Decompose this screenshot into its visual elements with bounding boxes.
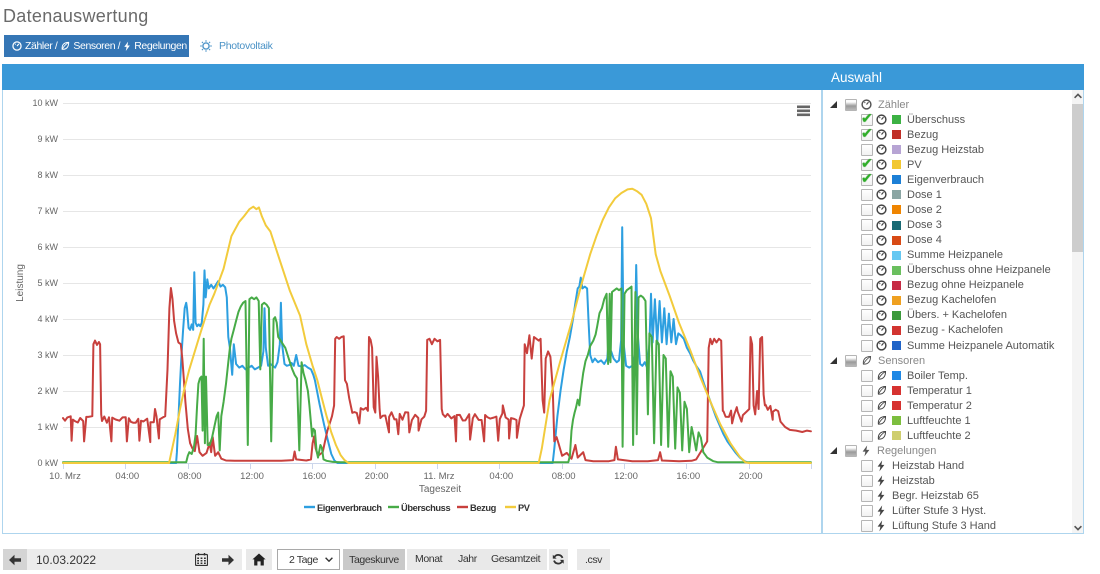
svg-text:Eigenverbrauch: Eigenverbrauch <box>317 503 382 513</box>
svg-text:20:00: 20:00 <box>365 471 389 482</box>
svg-text:11. Mrz: 11. Mrz <box>424 471 455 482</box>
svg-text:04:00: 04:00 <box>489 471 513 482</box>
svg-text:Leistung: Leistung <box>15 264 26 302</box>
svg-text:Überschuss: Überschuss <box>401 503 450 513</box>
svg-text:16:00: 16:00 <box>302 471 326 482</box>
svg-text:10 kW: 10 kW <box>32 98 58 108</box>
svg-text:08:00: 08:00 <box>552 471 576 482</box>
svg-text:7 kW: 7 kW <box>37 206 58 216</box>
svg-text:16:00: 16:00 <box>676 471 700 482</box>
svg-text:04:00: 04:00 <box>115 471 139 482</box>
svg-text:3 kW: 3 kW <box>37 350 58 360</box>
svg-text:9 kW: 9 kW <box>37 134 58 144</box>
svg-text:0 kW: 0 kW <box>37 458 58 468</box>
svg-text:1 kW: 1 kW <box>37 422 58 432</box>
svg-text:Bezug: Bezug <box>470 503 497 513</box>
svg-text:08:00: 08:00 <box>178 471 202 482</box>
svg-text:6 kW: 6 kW <box>37 242 58 252</box>
svg-text:12:00: 12:00 <box>240 471 264 482</box>
svg-text:4 kW: 4 kW <box>37 314 58 324</box>
svg-text:2 kW: 2 kW <box>37 386 58 396</box>
svg-text:8 kW: 8 kW <box>37 170 58 180</box>
svg-text:12:00: 12:00 <box>614 471 638 482</box>
svg-text:10. Mrz: 10. Mrz <box>49 471 81 482</box>
svg-text:5 kW: 5 kW <box>37 278 58 288</box>
svg-text:20:00: 20:00 <box>739 471 763 482</box>
svg-text:Tageszeit: Tageszeit <box>419 484 461 495</box>
svg-text:PV: PV <box>518 503 531 513</box>
